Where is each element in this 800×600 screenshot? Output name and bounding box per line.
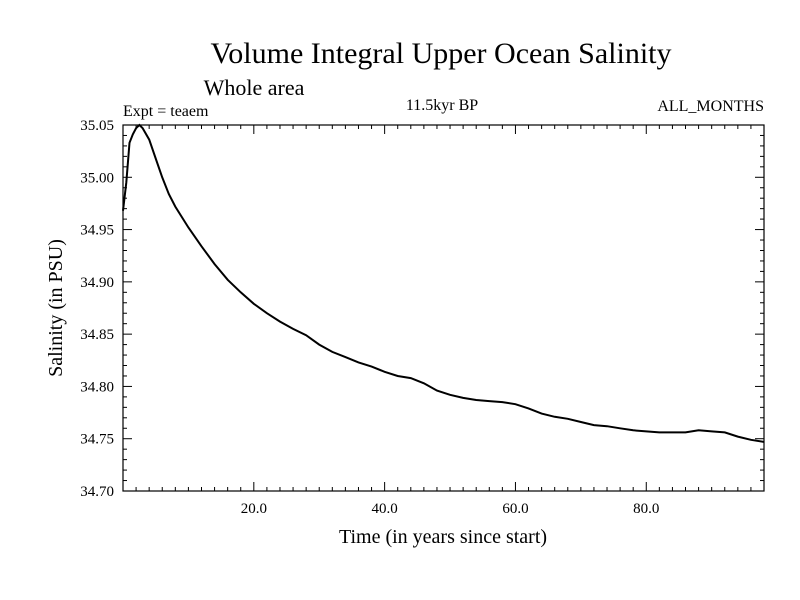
x-tick-label: 20.0 (241, 501, 267, 517)
y-tick-labels: 34.70 34.75 34.80 34.85 34.90 34.95 35.00 35.05 (80, 118, 114, 500)
y-tick-label: 34.95 (80, 223, 114, 239)
experiment-label: Expt = teaem (123, 103, 209, 120)
x-tick-label: 60.0 (502, 501, 528, 517)
y-axis-label: Salinity (in PSU) (45, 239, 67, 377)
x-tick-labels: 20.0 40.0 60.0 80.0 (241, 501, 660, 517)
chart-title: Volume Integral Upper Ocean Salinity (211, 37, 672, 70)
x-tick-label: 80.0 (633, 501, 659, 517)
x-axis-label: Time (in years since start) (339, 526, 547, 548)
y-tick-label: 35.00 (80, 170, 114, 186)
salinity-line (122, 123, 765, 443)
y-tick-label: 35.05 (80, 118, 114, 134)
tick-marks (123, 125, 764, 491)
plot-frame (122, 124, 765, 492)
y-tick-label: 34.85 (80, 327, 114, 343)
chart-subtitle: Whole area (204, 75, 305, 100)
y-tick-label: 34.90 (80, 275, 114, 291)
period-label: 11.5kyr BP (406, 97, 478, 114)
x-tick-label: 40.0 (372, 501, 398, 517)
months-label: ALL_MONTHS (657, 98, 764, 115)
y-tick-label: 34.70 (80, 484, 114, 500)
y-tick-label: 34.80 (80, 379, 114, 395)
y-tick-label: 34.75 (80, 432, 114, 448)
